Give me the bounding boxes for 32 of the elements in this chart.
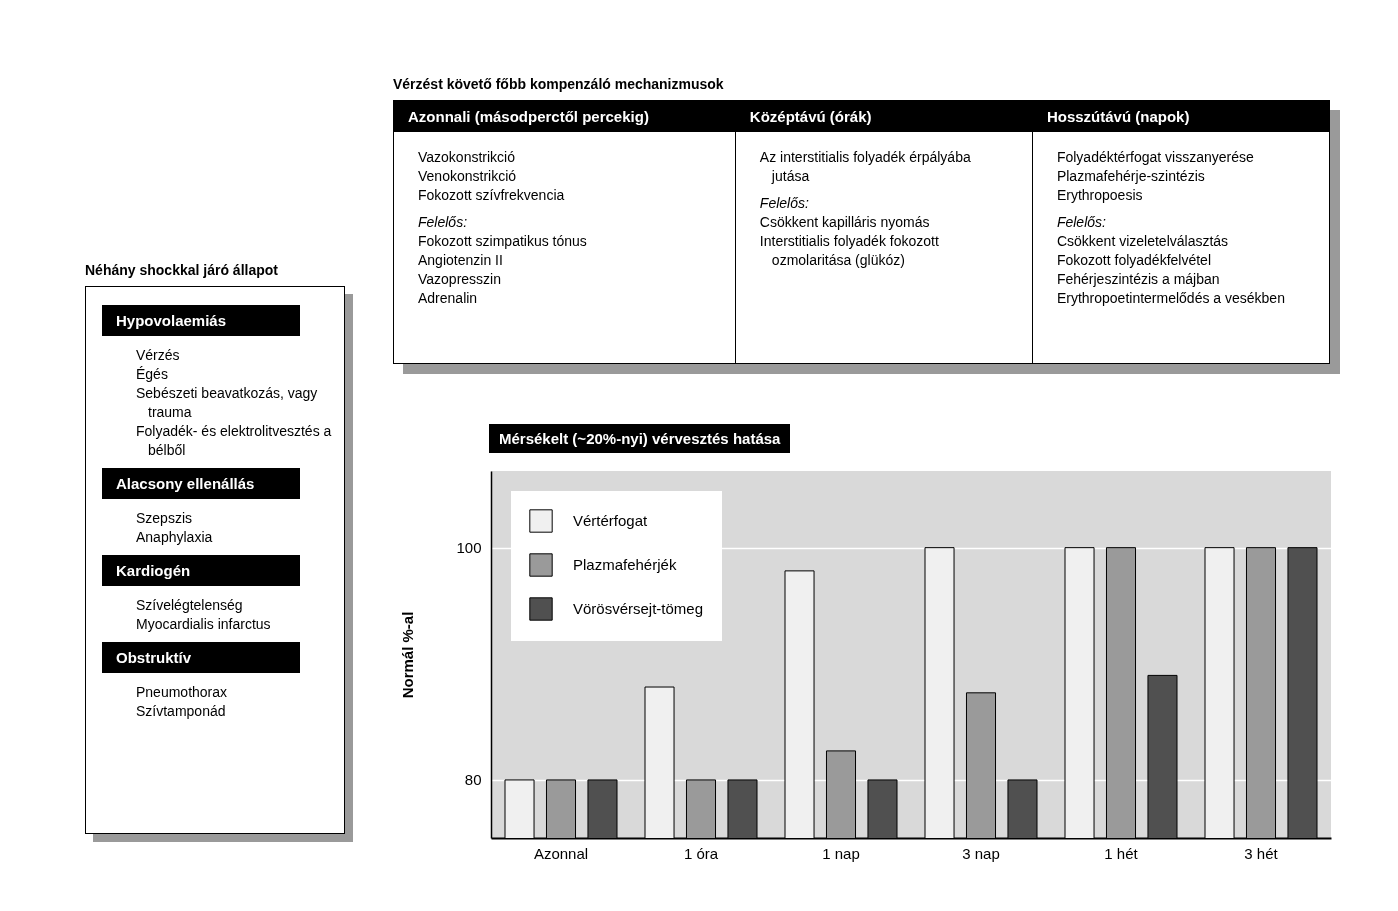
category-label: Obstruktív (102, 642, 300, 673)
category-label: Alacsony ellenállás (102, 468, 300, 499)
text: Felelős: Fokozott szimpatikus tónus Angiotenzin II Vazopresszin Adrenalin (418, 213, 588, 308)
category-label: Kardiogén (102, 555, 300, 586)
text: Az interstitialis folyadék érpályába jutása (759, 148, 972, 186)
category-label: Középtávú (órák) (735, 101, 1032, 132)
text: Szepszis Anaphylaxia (136, 509, 214, 547)
x-tick-label: 1 nap (822, 844, 860, 862)
chart-title: Mérsékelt (~20%-nyi) vérvesztés hatása (489, 424, 791, 453)
legend-label: Vértérfogat (573, 512, 649, 529)
text: Felelős: Csökkent kapilláris nyomás Interstitialis folyadék fokozott ozmolaritása (glükóz) (759, 194, 940, 270)
category-label: Hosszútávú (napok) (1032, 101, 1329, 132)
x-tick-label: 3 hét (1244, 844, 1279, 862)
x-tick-label: 3 nap (962, 844, 1000, 862)
x-tick-label: 1 óra (683, 844, 719, 862)
text: Szívelégtelenség Myocardialis infarctus (136, 596, 272, 634)
text: Pneumothorax Szívtamponád (136, 683, 229, 721)
legend-label: Vörösvérsejt-tömeg (573, 600, 704, 617)
y-axis-title: Normál %-al (399, 611, 417, 699)
legend-label: Plazmafehérjék (573, 556, 677, 573)
y-tick-label: 100 (456, 539, 482, 557)
y-tick-label: 80 (464, 771, 482, 789)
text: Felelős: Csökkent vizeletelválasztás Fokozott folyadékfelvétel Fehérjeszintézis a májban Erythropoetintermelődés a vesékben (1056, 213, 1286, 308)
text: Vérzés Égés Sebészeti beavatkozás, vagy trauma Folyadék- és elektrolitvesztés a bélből (136, 346, 333, 460)
x-tick-label: 1 hét (1104, 844, 1139, 862)
text: Vérzést követő főbb kompenzáló mechanizmusok (393, 76, 725, 92)
category-label: Hypovolaemiás (102, 305, 300, 336)
x-tick-label: Azonnal (533, 844, 589, 862)
text: Vazokonstrikció Venokonstrikció Fokozott szívfrekvencia (418, 148, 566, 205)
text: Néhány shockkal járó állapot (85, 262, 279, 278)
text: Folyadéktérfogat visszanyerése Plazmafehérje-szintézis Erythropoesis (1056, 148, 1255, 205)
category-label: Azonnali (másodperctől percekig) (394, 101, 735, 132)
